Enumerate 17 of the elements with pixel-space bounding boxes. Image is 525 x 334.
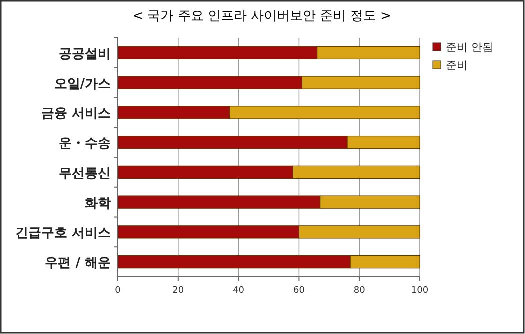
y-tick-label: 무선통신 xyxy=(59,166,111,182)
x-tick-label: 100 xyxy=(411,286,429,296)
x-tick-label: 80 xyxy=(354,286,366,296)
x-tick-label: 20 xyxy=(172,286,184,296)
y-tick-label: 화학 xyxy=(85,196,111,212)
legend-label: 준비 xyxy=(446,59,468,72)
y-tick-label: 긴급구호 서비스 xyxy=(15,226,111,242)
y-tick-label: 공공설비 xyxy=(59,46,111,62)
y-tick-label: 운・수송 xyxy=(59,136,111,152)
y-tick-label: 우편 / 해운 xyxy=(45,256,111,272)
legend-label: 준비 안됨 xyxy=(446,41,494,54)
x-tick-label: 60 xyxy=(293,286,306,296)
y-tick-label: 오일/가스 xyxy=(54,76,111,92)
y-tick-label: 금융 서비스 xyxy=(41,106,111,122)
chart-title: < 국가 주요 인프라 사이버보안 준비 정도 > xyxy=(132,9,392,24)
x-tick-label: 0 xyxy=(115,286,122,296)
x-tick-label: 40 xyxy=(233,286,245,296)
